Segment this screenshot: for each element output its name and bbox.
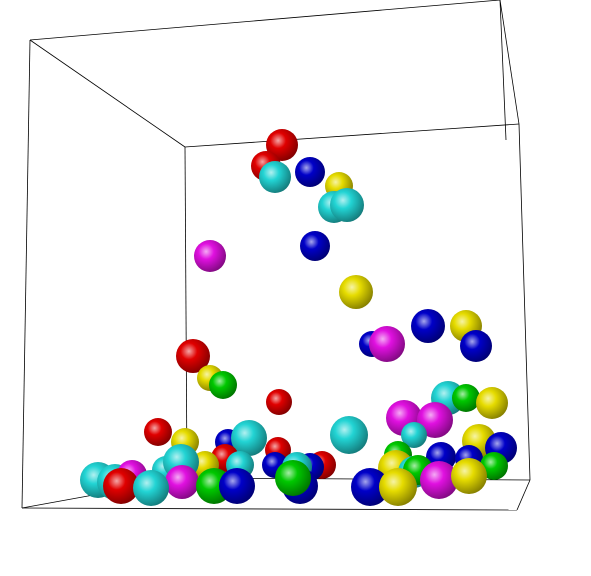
blue-sphere xyxy=(351,468,389,506)
box-edge-6 xyxy=(518,123,531,481)
box-edge-5 xyxy=(184,146,188,479)
box-edge-11 xyxy=(499,0,507,141)
box-edge-0 xyxy=(29,0,501,41)
red-sphere xyxy=(103,468,139,504)
magenta-sphere xyxy=(417,402,453,438)
magenta-sphere xyxy=(369,326,405,362)
green-sphere xyxy=(275,460,311,496)
yellow-sphere xyxy=(476,387,508,419)
blue-sphere xyxy=(295,157,325,187)
spheres-group xyxy=(80,129,517,506)
cyan-sphere xyxy=(401,422,427,448)
box-edge-10 xyxy=(516,479,531,511)
red-sphere xyxy=(266,129,298,161)
box-edge-1 xyxy=(29,39,186,148)
blue-sphere xyxy=(219,468,255,504)
box-edge-3 xyxy=(184,123,520,148)
cyan-sphere xyxy=(330,416,368,454)
magenta-sphere xyxy=(165,465,199,499)
cyan-sphere xyxy=(133,470,169,506)
magenta-sphere xyxy=(420,461,458,499)
green-sphere xyxy=(209,371,237,399)
box-wireframe xyxy=(21,0,531,511)
green-sphere xyxy=(452,384,480,412)
yellow-sphere xyxy=(339,275,373,309)
box-edge-4 xyxy=(21,39,31,509)
red-sphere xyxy=(176,339,210,373)
red-sphere xyxy=(266,389,292,415)
cyan-sphere xyxy=(259,161,291,193)
red-sphere xyxy=(144,418,172,446)
cyan-sphere xyxy=(330,188,364,222)
cyan-sphere xyxy=(231,420,267,456)
box-edge-9 xyxy=(21,507,518,511)
box-edge-2 xyxy=(499,0,520,125)
yellow-sphere xyxy=(451,458,487,494)
blue-sphere xyxy=(300,231,330,261)
yellow-sphere xyxy=(379,468,417,506)
magenta-sphere xyxy=(194,240,226,272)
blue-sphere xyxy=(411,309,445,343)
blue-sphere xyxy=(460,330,492,362)
green-sphere xyxy=(480,452,508,480)
